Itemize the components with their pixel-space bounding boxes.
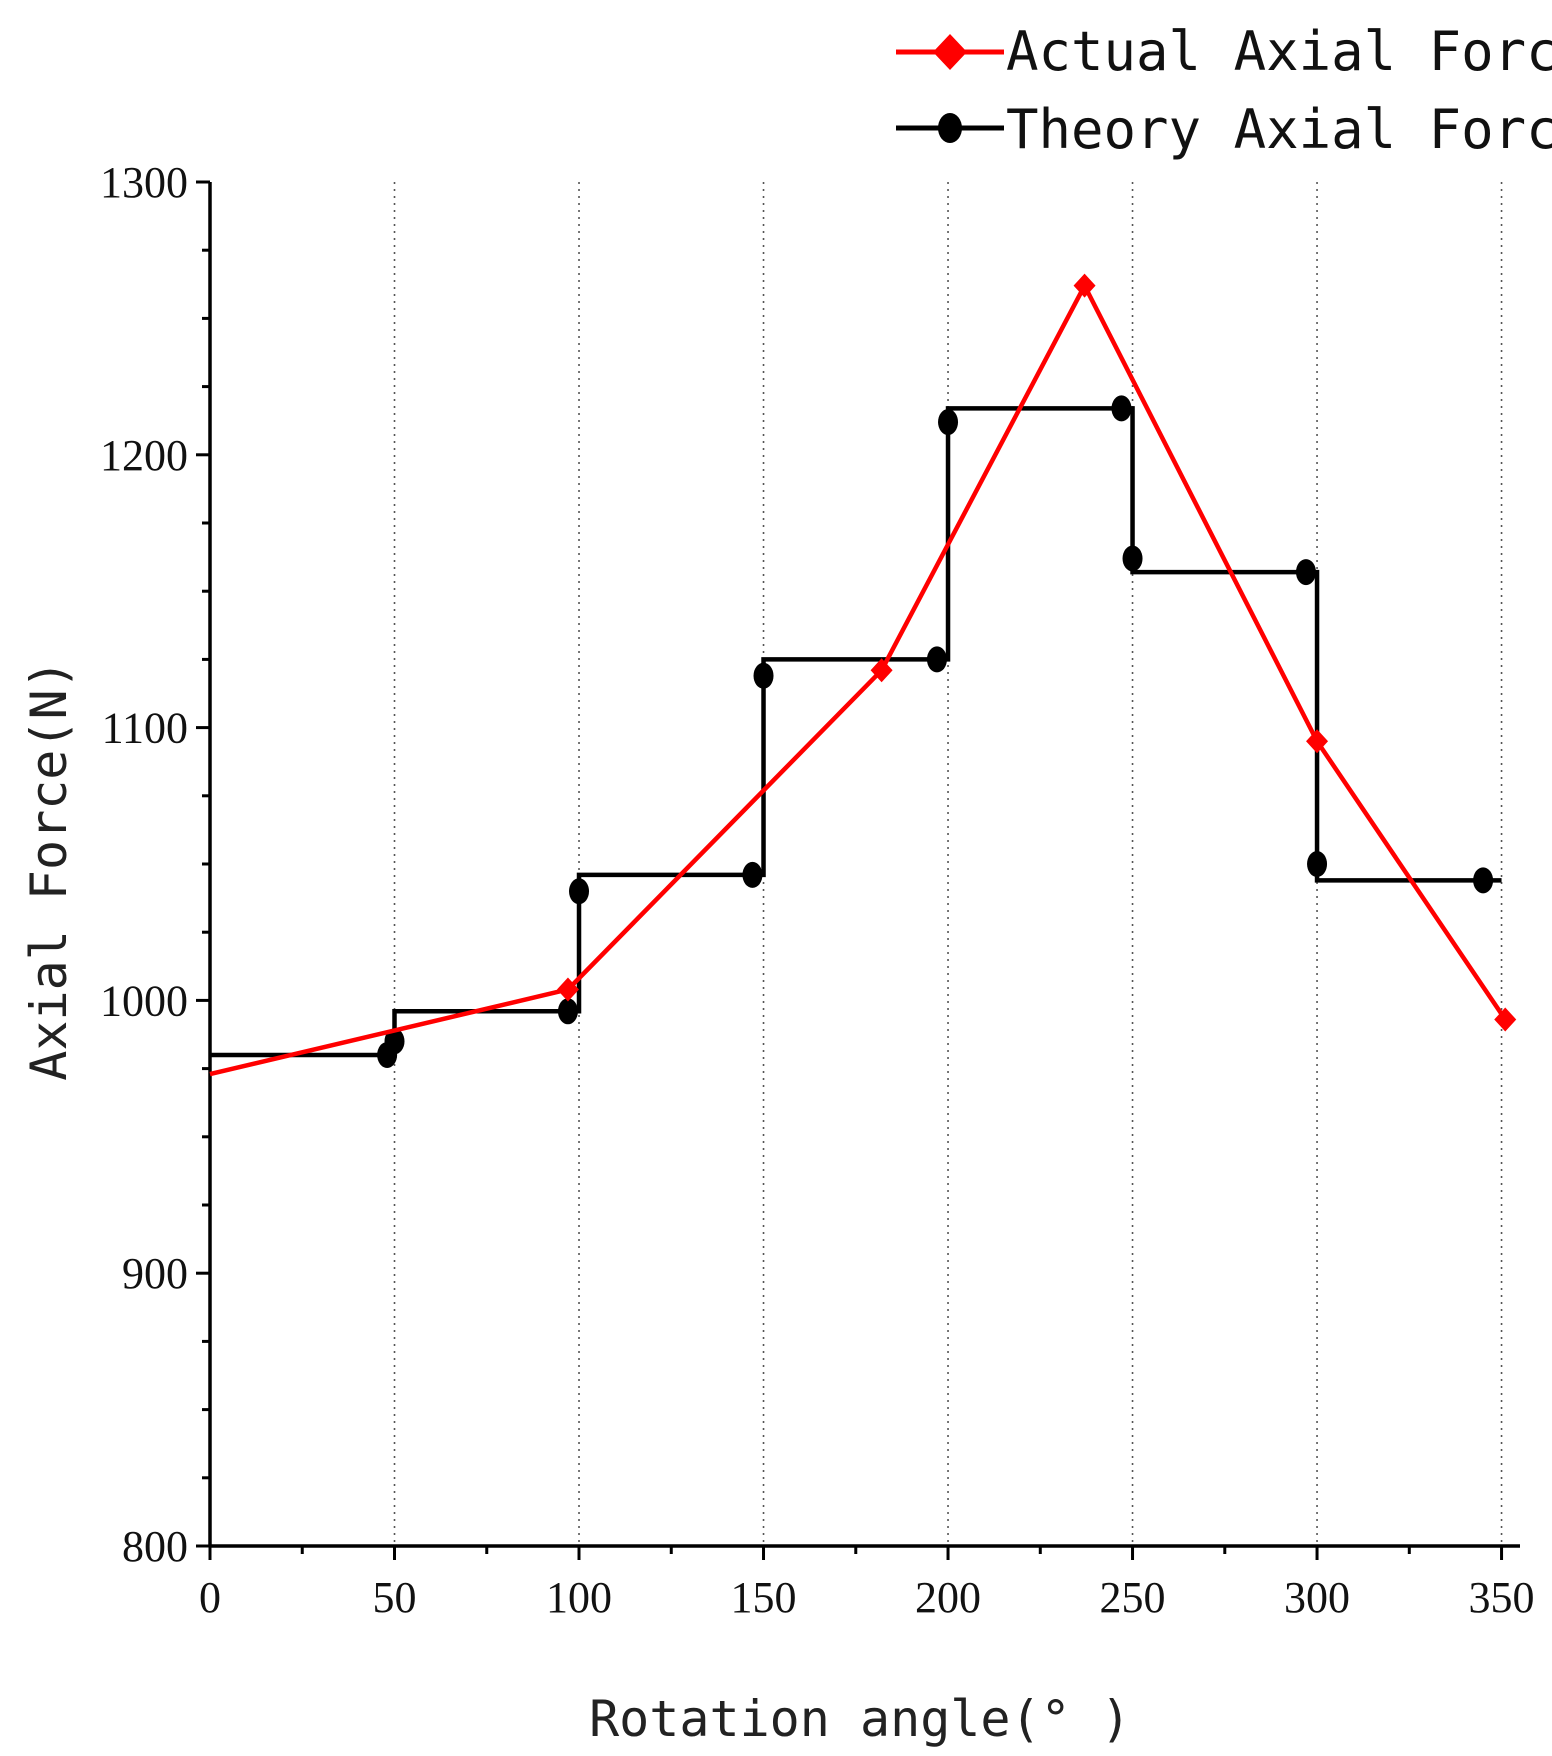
x-tick-label: 200 (915, 1573, 981, 1622)
theory-marker (1295, 559, 1316, 586)
legend-label-theory: Theory Axial Force (1006, 98, 1552, 161)
legend-label-actual: Actual Axial Force (1006, 20, 1552, 83)
x-tick-label: 150 (731, 1573, 797, 1622)
x-tick-label: 300 (1284, 1573, 1350, 1622)
theory-marker (557, 998, 578, 1025)
grid-layer (393, 182, 1503, 1546)
actual-marker (556, 977, 579, 1002)
y-tick-label: 1000 (100, 976, 188, 1025)
actual-marker (1494, 1007, 1517, 1032)
y-tick-label: 800 (122, 1522, 188, 1571)
y-tick-label: 1300 (100, 158, 188, 207)
legend-marker-actual (933, 34, 967, 70)
y-axis-title: Axial Force(N) (20, 659, 78, 1080)
x-tick-label: 0 (199, 1573, 221, 1622)
y-tick-label: 1100 (102, 704, 188, 753)
series-layer (209, 273, 1517, 1077)
theory-marker (1122, 545, 1143, 572)
x-tick-label: 250 (1100, 1573, 1166, 1622)
actual-line (209, 283, 1508, 1077)
theory-marker (926, 646, 947, 673)
theory-marker (742, 861, 763, 888)
actual-marker (1306, 729, 1329, 754)
theory-step-line (210, 406, 1502, 1058)
x-tick-label: 350 (1469, 1573, 1535, 1622)
x-tick-label: 50 (373, 1573, 417, 1622)
legend-marker-theory (938, 113, 962, 143)
y-tick-label: 900 (122, 1249, 188, 1298)
theory-marker (569, 878, 590, 905)
axes-layer: 0 50 100 150 200 250 300 350 800 900 1000 1100 1200 1… (100, 158, 1535, 1622)
theory-marker (384, 1028, 405, 1055)
theory-marker (1111, 395, 1132, 422)
theory-marker (753, 662, 774, 689)
x-tick-label: 100 (546, 1573, 612, 1622)
y-tick-label: 1200 (100, 431, 188, 480)
theory-marker (1307, 851, 1328, 877)
actual-marker (870, 658, 893, 683)
theory-marker (938, 409, 959, 436)
theory-marker (1473, 867, 1494, 894)
x-axis-title: Rotation angle(° ) (589, 1690, 1131, 1748)
legend: Actual Axial Force Theory Axial Force (896, 20, 1552, 161)
actual-marker (1073, 273, 1096, 298)
